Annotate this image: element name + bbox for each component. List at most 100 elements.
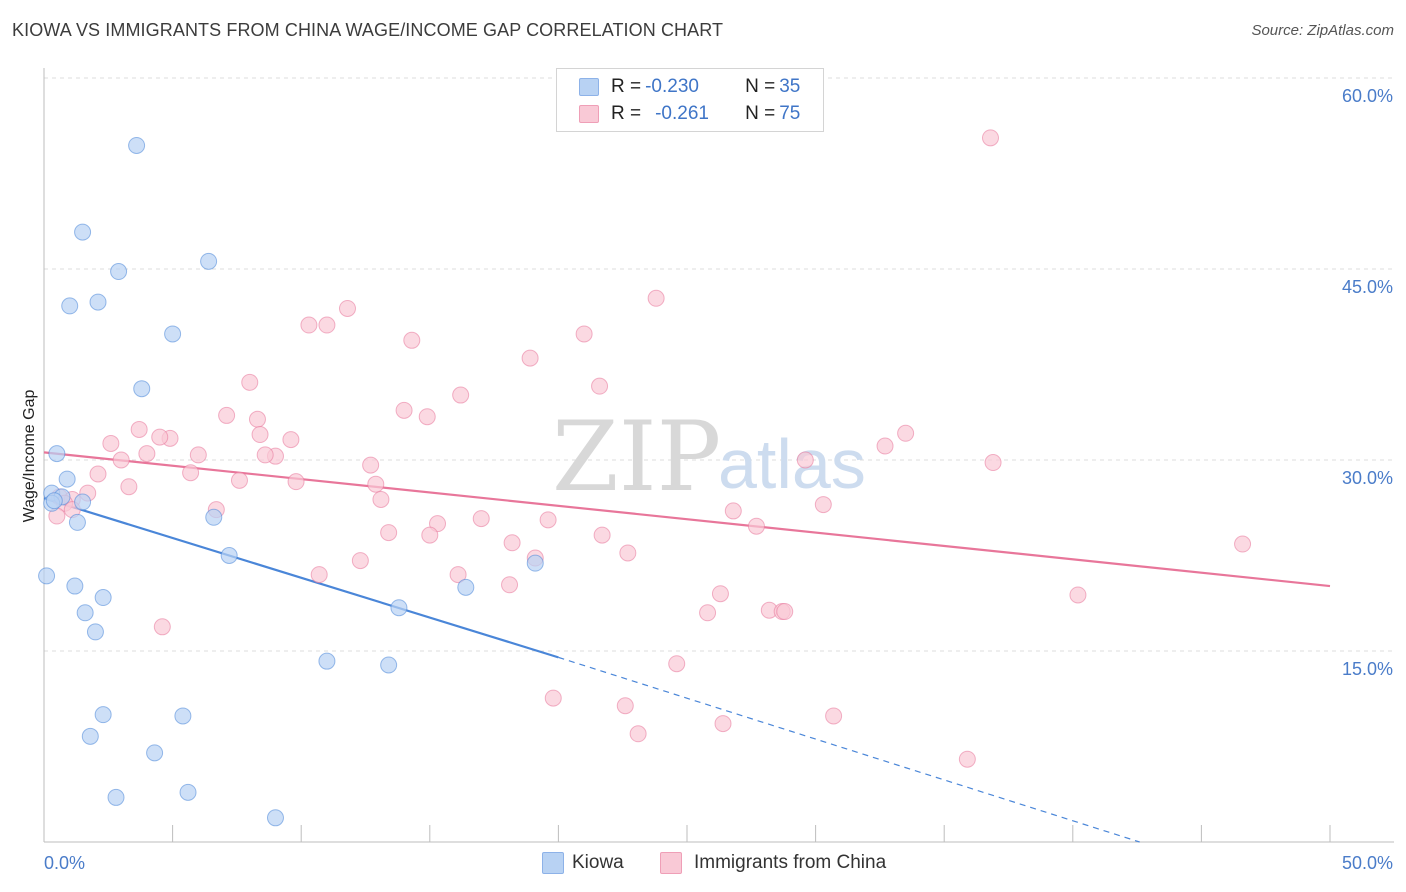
- point-china: [112, 451, 130, 469]
- point-china: [418, 408, 436, 426]
- data-points: [38, 129, 1252, 827]
- point-kiowa: [179, 783, 197, 801]
- point-kiowa: [174, 707, 192, 725]
- legend-item-kiowa[interactable]: Kiowa: [542, 852, 624, 874]
- point-china: [825, 707, 843, 725]
- point-kiowa: [81, 727, 99, 745]
- point-china: [251, 426, 269, 444]
- point-kiowa: [48, 445, 66, 463]
- point-kiowa: [380, 656, 398, 674]
- watermark: ZIP atlas: [552, 401, 866, 513]
- point-china: [714, 715, 732, 733]
- legend-r-value: -0.230: [645, 76, 699, 97]
- y-tick-label: 60.0%: [1342, 86, 1393, 106]
- point-china: [241, 373, 259, 391]
- x-tick-label: 50.0%: [1342, 853, 1393, 873]
- y-axis-label: Wage/Income Gap: [21, 390, 38, 523]
- point-china: [218, 406, 236, 424]
- point-china: [776, 603, 794, 621]
- point-china: [647, 289, 665, 307]
- point-china: [876, 437, 894, 455]
- trend-lines: [43, 451, 1331, 843]
- point-china: [503, 534, 521, 552]
- y-tick-label: 15.0%: [1342, 659, 1393, 679]
- point-china: [248, 410, 266, 428]
- trend-line-kiowa: [43, 497, 559, 659]
- x-tick-label: 0.0%: [44, 853, 85, 873]
- legend-n-value: 75: [779, 103, 801, 124]
- point-china: [338, 299, 356, 317]
- point-kiowa: [94, 706, 112, 724]
- point-china: [711, 585, 729, 603]
- point-china: [897, 424, 915, 442]
- y-tick-label: 30.0%: [1342, 468, 1393, 488]
- point-china: [616, 697, 634, 715]
- point-kiowa: [205, 508, 223, 526]
- point-kiowa: [45, 492, 63, 510]
- chart-source: Source: ZipAtlas.com: [1251, 22, 1394, 39]
- point-china: [151, 428, 169, 446]
- legend-r-value: -0.261: [655, 103, 709, 124]
- point-china: [403, 331, 421, 349]
- point-china: [981, 129, 999, 147]
- point-china: [958, 750, 976, 768]
- point-kiowa: [107, 788, 125, 806]
- point-china: [619, 544, 637, 562]
- point-china: [138, 445, 156, 463]
- watermark-zip: ZIP: [552, 401, 721, 513]
- legend-swatch-kiowa: [579, 78, 599, 96]
- point-china: [362, 456, 380, 474]
- point-china: [521, 349, 539, 367]
- point-china: [796, 451, 814, 469]
- point-china: [318, 316, 336, 334]
- point-kiowa: [94, 589, 112, 607]
- legend-item-china[interactable]: Immigrants from China: [660, 852, 886, 874]
- point-china: [102, 434, 120, 452]
- point-kiowa: [58, 470, 76, 488]
- point-china: [449, 566, 467, 584]
- point-kiowa: [89, 293, 107, 311]
- point-china: [593, 526, 611, 544]
- point-china: [287, 473, 305, 491]
- y-tick-label: 45.0%: [1342, 277, 1393, 297]
- point-kiowa: [390, 599, 408, 617]
- point-china: [310, 566, 328, 584]
- point-kiowa: [110, 263, 128, 281]
- point-kiowa: [266, 809, 284, 827]
- point-china: [182, 464, 200, 482]
- point-kiowa: [61, 297, 79, 315]
- chart-title: KIOWA VS IMMIGRANTS FROM CHINA WAGE/INCO…: [12, 20, 724, 40]
- point-china: [591, 377, 609, 395]
- legend-row-kiowa: R = -0.230 N = 35: [579, 74, 800, 100]
- point-china: [575, 325, 593, 343]
- point-china: [984, 454, 1002, 472]
- point-china: [421, 526, 439, 544]
- point-china: [89, 465, 107, 483]
- point-china: [351, 552, 369, 570]
- point-china: [189, 446, 207, 464]
- point-china: [814, 496, 832, 514]
- point-kiowa: [128, 136, 146, 154]
- point-kiowa: [66, 577, 84, 595]
- point-china: [282, 431, 300, 449]
- point-china: [1069, 586, 1087, 604]
- tick-labels: 15.0% 30.0% 45.0% 60.0% 0.0% 50.0%: [44, 86, 1393, 873]
- legend-n-label: N =: [745, 76, 776, 97]
- point-kiowa: [74, 493, 92, 511]
- point-china: [256, 446, 274, 464]
- legend-n-value: 35: [779, 76, 801, 97]
- point-kiowa: [76, 604, 94, 622]
- point-china: [629, 725, 647, 743]
- point-china: [668, 655, 686, 673]
- point-china: [1234, 535, 1252, 553]
- stats-legend: R = -0.230 N = 35 R = -0.261 N = 75: [556, 68, 824, 132]
- trend-line-china: [43, 451, 1331, 588]
- watermark-atlas: atlas: [718, 425, 866, 503]
- point-china: [501, 576, 519, 594]
- point-china: [747, 517, 765, 535]
- legend-swatch-china: [660, 852, 682, 874]
- point-china: [300, 316, 318, 334]
- point-china: [130, 420, 148, 438]
- point-kiowa: [457, 578, 475, 596]
- point-china: [699, 604, 717, 622]
